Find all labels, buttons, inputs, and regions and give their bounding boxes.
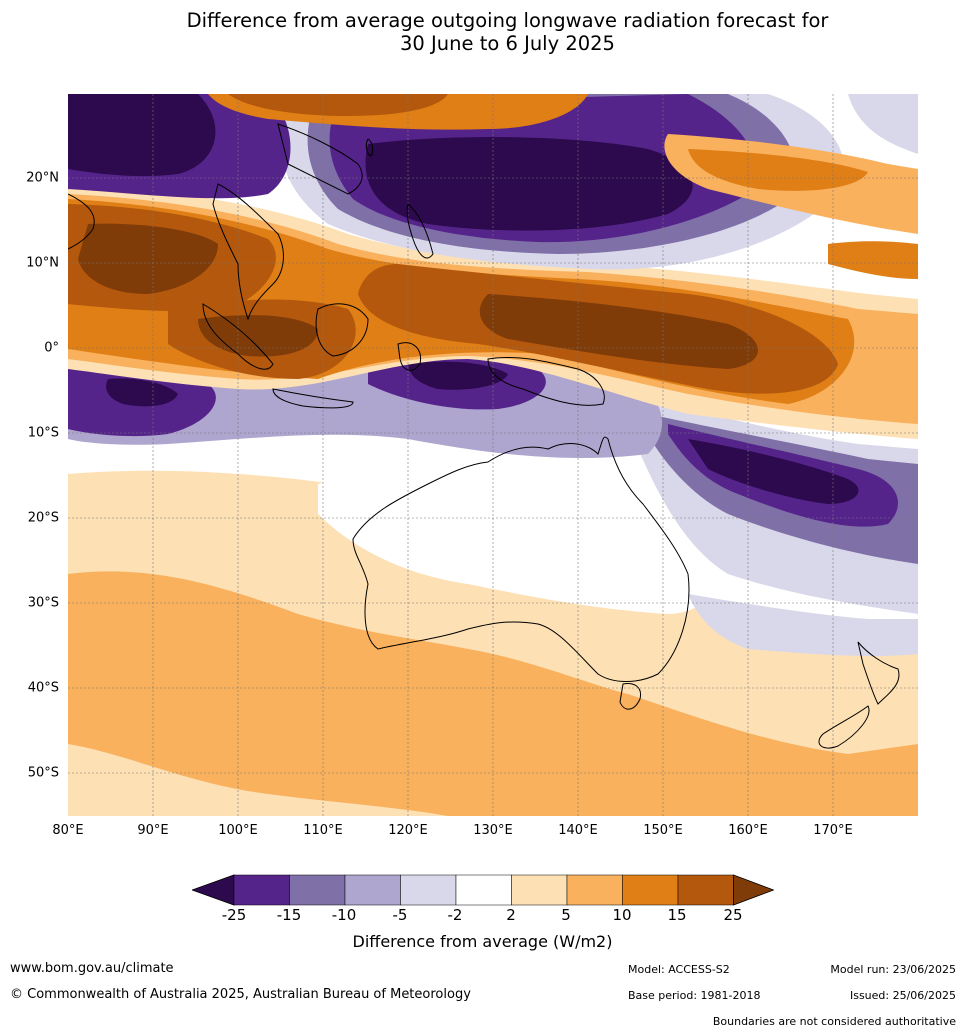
colorbar-tick-label: 25 — [723, 906, 743, 924]
northeast-dark-orange — [688, 149, 868, 191]
colorbar-segment — [622, 874, 679, 906]
anomaly-map — [68, 94, 918, 816]
colorbar-tick-label: 5 — [561, 906, 571, 924]
sulawesi-coastline — [397, 342, 422, 371]
lat-label-20n: 20°N — [26, 170, 59, 186]
banda-sea-dark-purple — [408, 361, 508, 390]
lon-label-80e: 80°E — [52, 823, 84, 838]
title-line-1: Difference from average outgoing longwav… — [186, 9, 829, 32]
colorbar-segment — [566, 874, 623, 906]
sumatra-coastline — [202, 303, 274, 370]
southern-white-patch — [68, 744, 448, 816]
colorbar-segment — [400, 874, 457, 906]
colorbar-label: Difference from average (W/m2) — [352, 932, 613, 951]
equatorial-darkest-brown — [78, 223, 218, 294]
footer-url[interactable]: www.bom.gov.au/climate — [10, 961, 174, 976]
lat-label-0: 0° — [44, 340, 59, 356]
colorbar-segment — [233, 874, 290, 906]
india-coastline — [68, 193, 95, 250]
top-brown-strip — [228, 94, 448, 116]
colorbar-segment — [511, 874, 568, 906]
colorbar-tick-label: -2 — [447, 906, 463, 924]
colorbar-segment — [677, 874, 734, 906]
northeast-light-purple — [848, 94, 918, 154]
taiwan-coastline — [365, 138, 374, 157]
lon-label-170e: 170°E — [813, 823, 853, 838]
footer-model-run: Model run: 23/06/2025 — [830, 963, 956, 976]
colorbar-tick-label: -15 — [276, 906, 302, 924]
indochina-coastline — [212, 183, 284, 321]
footer-issued: Issued: 25/06/2025 — [849, 989, 956, 1002]
indian-ocean-dark-purple — [106, 378, 178, 407]
colorbar-tick-label: 2 — [506, 906, 516, 924]
colorbar-extend-max — [733, 874, 774, 906]
new-guinea-coastline — [487, 356, 605, 406]
colorbar-segment — [289, 874, 346, 906]
tasmania-coastline — [619, 683, 642, 710]
lon-label-90e: 90°E — [137, 823, 169, 838]
colorbar-segment — [344, 874, 401, 906]
title-line-2: 30 June to 6 July 2025 — [400, 32, 615, 55]
gridlines — [68, 94, 918, 816]
nz-south-island-coastline — [818, 705, 870, 749]
nz-north-island-coastline — [857, 641, 900, 705]
china-coastline — [277, 123, 363, 195]
australia-white-region — [318, 463, 719, 614]
australia-coastline — [352, 436, 690, 682]
lon-label-150e: 150°E — [643, 823, 683, 838]
coastlines — [68, 123, 900, 749]
borneo-coastline — [315, 303, 369, 357]
map-canvas — [68, 94, 918, 816]
lat-label-40s: 40°S — [27, 680, 59, 696]
footer-copyright: © Commonwealth of Australia 2025, Austra… — [10, 987, 471, 1002]
northeast-lower-orange — [828, 241, 918, 279]
colorbar-extend-min — [192, 874, 235, 906]
lat-label-10s: 10°S — [27, 425, 59, 441]
colorbar — [192, 874, 774, 906]
lon-label-100e: 100°E — [218, 823, 258, 838]
footer-model: Model: ACCESS-S2 — [628, 963, 730, 976]
chart-title: Difference from average outgoing longwav… — [0, 9, 965, 55]
lon-label-140e: 140°E — [558, 823, 598, 838]
colorbar-segment — [455, 874, 512, 906]
colorbar-tick-label: -5 — [392, 906, 408, 924]
lat-label-10n: 10°N — [26, 255, 59, 271]
footer-disclaimer: Boundaries are not considered authoritat… — [712, 1015, 956, 1028]
lat-label-30s: 30°S — [27, 595, 59, 611]
colorbar-tick-label: -10 — [331, 906, 357, 924]
equatorial-darkest-brown-east — [479, 294, 758, 369]
footer-base-period: Base period: 1981-2018 — [628, 989, 761, 1002]
colorbar-tick-label: 15 — [667, 906, 687, 924]
southern-orange-region — [68, 571, 918, 816]
java-coastline — [272, 388, 354, 409]
north-pacific-dark-purple — [365, 137, 693, 231]
colorbar-tick-label: -25 — [221, 906, 247, 924]
philippines-coastline — [406, 203, 434, 259]
sw-pacific-dark-purple — [688, 439, 859, 504]
lat-label-20s: 20°S — [27, 510, 59, 526]
nz-light-purple — [688, 594, 918, 657]
lat-label-50s: 50°S — [27, 765, 59, 781]
lon-label-130e: 130°E — [473, 823, 513, 838]
lon-label-110e: 110°E — [303, 823, 343, 838]
northwest-dark-purple — [68, 94, 216, 177]
lon-label-120e: 120°E — [388, 823, 428, 838]
colorbar-tick-label: 10 — [612, 906, 632, 924]
lon-label-160e: 160°E — [728, 823, 768, 838]
